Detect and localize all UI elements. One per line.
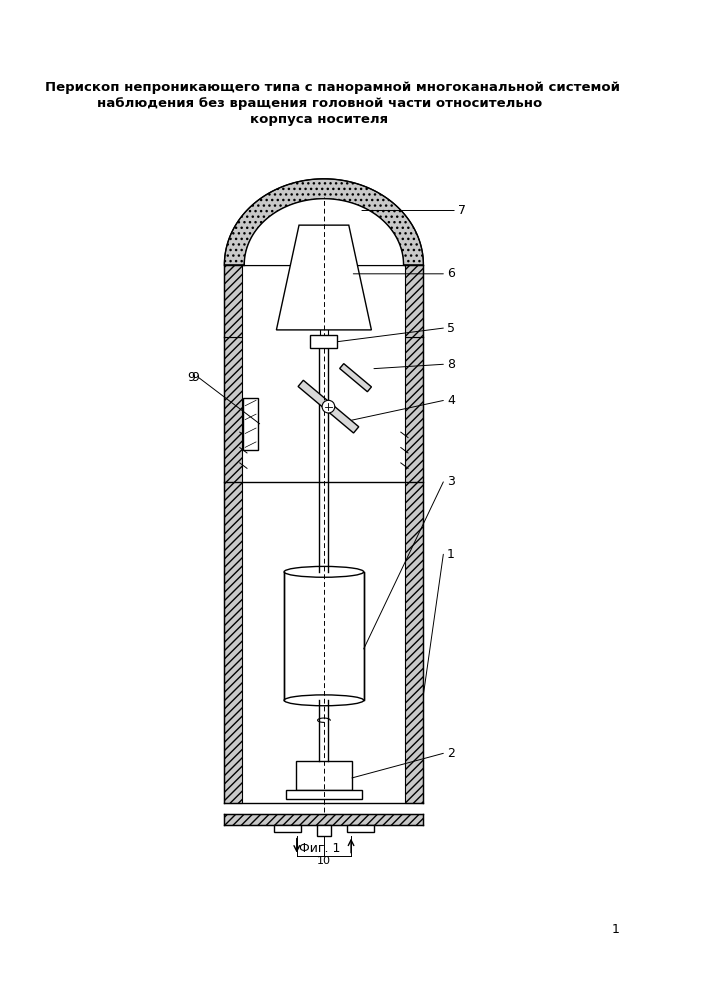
Polygon shape [224, 179, 423, 265]
Bar [346, 825, 374, 832]
Text: 8: 8 [447, 358, 455, 371]
Polygon shape [276, 225, 371, 330]
Bar [274, 825, 301, 832]
Text: 1: 1 [612, 923, 620, 936]
Bar [243, 398, 258, 450]
Bar [224, 265, 243, 337]
Polygon shape [339, 364, 371, 392]
Bar [224, 337, 243, 803]
Text: Фиг. 1: Фиг. 1 [298, 842, 340, 855]
Ellipse shape [284, 695, 363, 706]
Polygon shape [243, 199, 405, 265]
Text: корпуса носителя: корпуса носителя [250, 113, 388, 126]
Bar [286, 790, 362, 799]
Bar [317, 825, 331, 836]
Text: 10: 10 [317, 856, 331, 866]
Text: Перископ непроникающего типа с панорамной многоканальной системой: Перископ непроникающего типа с панорамно… [45, 81, 620, 94]
Circle shape [322, 400, 334, 413]
Polygon shape [298, 380, 358, 433]
Bar [296, 761, 352, 790]
Bar [405, 265, 423, 337]
Text: 6: 6 [447, 267, 455, 280]
Bar [224, 814, 423, 825]
Text: 9: 9 [191, 371, 199, 384]
Text: наблюдения без вращения головной части относительно: наблюдения без вращения головной части о… [97, 97, 542, 110]
Text: 4: 4 [447, 394, 455, 407]
Bar [310, 335, 337, 348]
Bar [284, 572, 363, 700]
Text: 5: 5 [447, 322, 455, 335]
Bar [405, 337, 423, 803]
Text: 1: 1 [447, 548, 455, 561]
Text: 7: 7 [458, 204, 466, 217]
Text: 2: 2 [447, 747, 455, 760]
Text: 9: 9 [187, 371, 195, 384]
Ellipse shape [284, 566, 363, 577]
Text: 3: 3 [447, 475, 455, 488]
